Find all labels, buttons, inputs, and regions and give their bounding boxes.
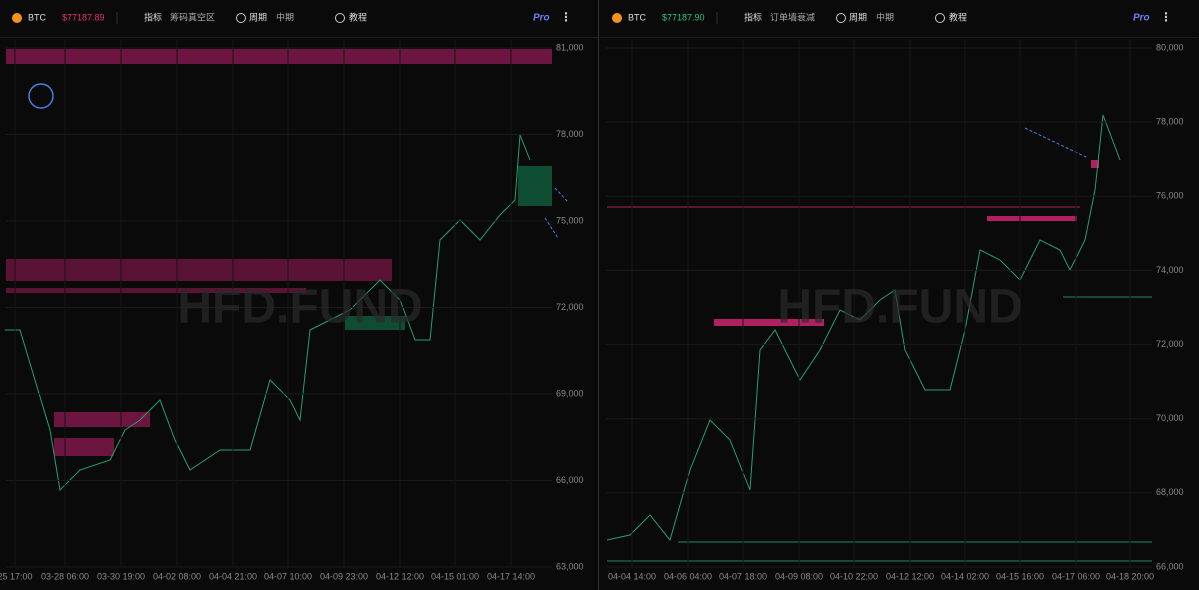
price: $77187.90 — [662, 12, 705, 22]
x-tick-label: 04-09 08:00 — [775, 571, 823, 581]
y-tick-label: 63,000 — [556, 561, 584, 571]
period[interactable]: 中期 — [276, 11, 294, 22]
x-tick-label: 04-07 10:00 — [264, 571, 312, 581]
clock-icon — [236, 13, 246, 23]
price-line — [5, 134, 531, 492]
pro-badge[interactable]: Pro — [533, 13, 550, 24]
y-tick-label: 72,000 — [556, 302, 584, 312]
indicator[interactable]: 订单墙衰减 — [770, 11, 815, 22]
zone — [6, 49, 552, 64]
x-tick-label: 04-02 08:00 — [153, 571, 201, 581]
y-tick-label: 78,000 — [1156, 117, 1184, 127]
period-label[interactable]: 周期 — [249, 12, 267, 22]
y-tick-label: 68,000 — [1156, 487, 1184, 497]
zone — [1091, 160, 1099, 168]
x-tick-label: 04-12 12:00 — [376, 571, 424, 581]
zone — [345, 316, 405, 330]
y-tick-label: 78,000 — [556, 129, 584, 139]
tutorial[interactable]: 教程 — [949, 11, 967, 22]
zone — [714, 319, 824, 326]
pause-button[interactable] — [28, 83, 54, 109]
price-line — [606, 114, 1121, 542]
indicator-label[interactable]: 指标 — [744, 11, 762, 22]
x-tick-label: 03-28 06:00 — [41, 571, 89, 581]
x-tick-label: 04-09 23:00 — [320, 571, 368, 581]
watermark: HFD.FUND — [177, 281, 422, 334]
y-tick-label: 75,000 — [556, 215, 584, 225]
left-decor — [5, 49, 569, 492]
period[interactable]: 中期 — [876, 11, 894, 22]
y-tick-label: 74,000 — [1156, 265, 1184, 275]
x-tick-label: 04-17 06:00 — [1052, 571, 1100, 581]
menu-icon[interactable]: ⋮ — [560, 10, 572, 24]
menu-icon[interactable]: ⋮ — [1160, 10, 1172, 24]
indicator-label[interactable]: 指标 — [144, 11, 162, 22]
zone — [6, 259, 392, 281]
help-icon — [935, 13, 945, 23]
x-tick-label: 04-04 21:00 — [209, 571, 257, 581]
tutorial[interactable]: 教程 — [349, 11, 367, 22]
arrow — [1024, 127, 1089, 159]
x-tick-label: 04-12 12:00 — [886, 571, 934, 581]
clock-icon — [836, 13, 846, 23]
x-tick-label: 04-06 04:00 — [664, 571, 712, 581]
zone — [518, 166, 552, 206]
x-tick-label: 04-14 02:00 — [941, 571, 989, 581]
y-tick-label: 72,000 — [1156, 339, 1184, 349]
indicator[interactable]: 筹码真空区 — [170, 11, 215, 22]
right-decor — [606, 114, 1152, 562]
y-tick-label: 81,000 — [556, 42, 584, 52]
symbol[interactable]: BTC — [628, 12, 647, 22]
x-tick-label: 25 17:00 — [0, 571, 33, 581]
y-tick-label: 76,000 — [1156, 191, 1184, 201]
period-label[interactable]: 周期 — [849, 12, 867, 22]
y-tick-label: 66,000 — [556, 475, 584, 485]
y-tick-label: 66,000 — [1156, 561, 1184, 571]
x-tick-label: 04-07 18:00 — [719, 571, 767, 581]
btc-icon — [612, 13, 622, 23]
zone — [987, 216, 1077, 221]
x-tick-label: 04-18 20:00 — [1106, 571, 1154, 581]
pro-badge[interactable]: Pro — [1133, 13, 1150, 24]
y-tick-label: 70,000 — [1156, 413, 1184, 423]
x-tick-label: 04-04 14:00 — [608, 571, 656, 581]
zone — [54, 412, 150, 427]
y-tick-label: 69,000 — [556, 388, 584, 398]
price: $77187.89 — [62, 12, 105, 22]
arrow — [554, 187, 569, 203]
x-tick-label: 04-15 16:00 — [996, 571, 1044, 581]
x-tick-label: 04-10 22:00 — [830, 571, 878, 581]
zone — [54, 438, 114, 456]
x-tick-label: 03-30 19:00 — [97, 571, 145, 581]
symbol[interactable]: BTC — [28, 12, 47, 22]
x-tick-label: 04-17 14:00 — [487, 571, 535, 581]
x-tick-label: 04-15 01:00 — [431, 571, 479, 581]
help-icon — [335, 13, 345, 23]
btc-icon — [12, 13, 22, 23]
watermark: HFD.FUND — [777, 281, 1022, 334]
y-tick-label: 80,000 — [1156, 42, 1184, 52]
arrow — [544, 217, 559, 239]
zone — [6, 288, 306, 293]
